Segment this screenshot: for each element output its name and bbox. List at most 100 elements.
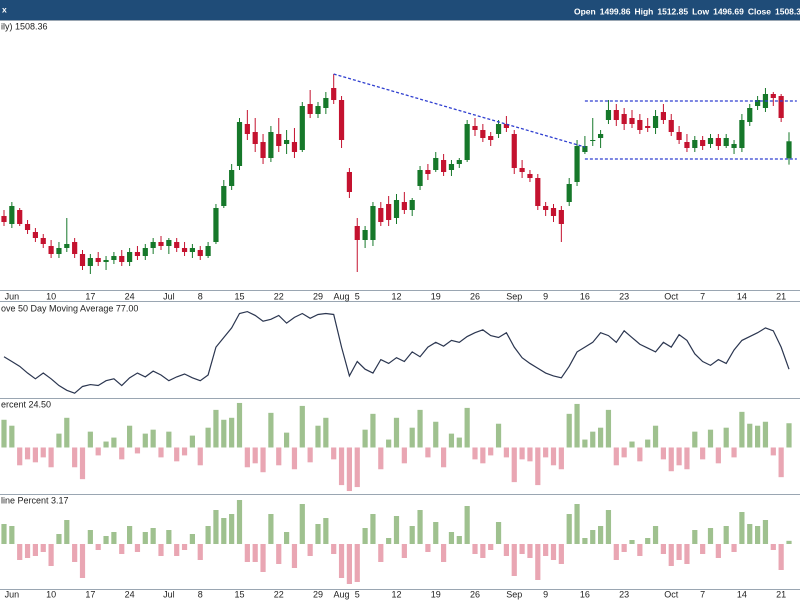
bar xyxy=(213,510,219,544)
bar xyxy=(315,524,321,544)
bar xyxy=(338,447,345,486)
quote-value: 1496.69 xyxy=(713,6,744,16)
bar xyxy=(503,447,509,458)
bar xyxy=(150,429,156,448)
x-tick-label: 8 xyxy=(198,589,203,599)
candle-body xyxy=(519,168,525,172)
bar xyxy=(299,405,305,448)
bar xyxy=(79,544,86,578)
x-tick-label: 21 xyxy=(776,291,786,301)
bar xyxy=(284,432,290,448)
x-tick-label: 19 xyxy=(431,291,441,301)
bar xyxy=(472,447,478,460)
x-tick-label: 23 xyxy=(619,589,629,599)
x-tick-label: Oct xyxy=(664,589,679,599)
panel-title: ove 50 Day Moving Average 77.00 xyxy=(1,303,138,313)
x-tick-label: 15 xyxy=(234,291,244,301)
bar xyxy=(56,433,62,448)
bar xyxy=(331,447,337,460)
candle-body xyxy=(268,132,274,158)
bar xyxy=(1,524,7,544)
bar xyxy=(17,544,23,560)
bar xyxy=(197,447,203,466)
bar xyxy=(79,447,86,480)
bar xyxy=(221,518,227,544)
candle-body xyxy=(707,138,714,144)
bar xyxy=(229,417,235,448)
candle-body xyxy=(590,140,596,141)
bar xyxy=(354,544,360,582)
bar xyxy=(205,427,211,448)
x-tick-label: 19 xyxy=(431,589,441,599)
candle-body xyxy=(197,250,203,256)
candle-body xyxy=(189,248,195,252)
bar xyxy=(715,544,721,558)
candle-body xyxy=(95,258,101,262)
bar xyxy=(441,447,447,468)
bar xyxy=(762,421,769,448)
candle-body xyxy=(543,206,549,210)
bar xyxy=(362,429,368,448)
bar xyxy=(24,447,31,460)
bar xyxy=(221,419,227,448)
x-tick-label: 14 xyxy=(737,291,747,301)
bar xyxy=(17,447,23,466)
bar xyxy=(574,504,580,544)
bar xyxy=(362,528,368,544)
bar xyxy=(684,447,690,470)
candle-body xyxy=(747,108,753,122)
bar xyxy=(244,544,250,562)
bar xyxy=(127,425,133,448)
bar xyxy=(621,447,627,458)
x-tick-label: 12 xyxy=(391,291,401,301)
bar xyxy=(448,532,455,544)
bar xyxy=(205,526,211,544)
candle-body xyxy=(346,172,352,192)
bar xyxy=(370,514,376,544)
bar xyxy=(527,447,533,462)
candle-body xyxy=(236,122,243,166)
candle-body xyxy=(79,254,86,266)
bar xyxy=(660,544,666,554)
bar xyxy=(464,506,470,544)
bar xyxy=(331,544,337,554)
bar xyxy=(755,526,761,544)
quote-label: High xyxy=(634,6,653,16)
candle-body xyxy=(715,138,721,146)
quote-value: 1512.85 xyxy=(657,6,688,16)
candle-body xyxy=(72,242,78,254)
bar xyxy=(409,526,415,544)
x-tick-label: Oct xyxy=(664,291,679,301)
candle-body xyxy=(464,124,470,160)
candle-body xyxy=(354,226,360,240)
candle-body xyxy=(40,238,46,244)
bar xyxy=(95,447,101,456)
candle-body xyxy=(276,134,282,146)
bar xyxy=(707,429,714,448)
panel-title: line Percent 3.17 xyxy=(1,495,69,505)
bar xyxy=(417,510,423,544)
header-bar xyxy=(0,0,800,20)
candle-body xyxy=(32,232,38,238)
bar xyxy=(472,544,478,554)
candle-body xyxy=(370,206,376,240)
x-tick-label: 8 xyxy=(198,291,203,301)
candle-body xyxy=(472,126,478,130)
bar xyxy=(519,447,525,460)
candle-body xyxy=(64,244,70,248)
bar xyxy=(582,538,588,544)
bar xyxy=(386,538,392,544)
candle-body xyxy=(637,120,643,130)
bar xyxy=(480,544,486,558)
quote-label: Open xyxy=(574,6,596,16)
bar xyxy=(511,544,517,576)
x-tick-label: 22 xyxy=(274,291,284,301)
candle-body xyxy=(480,130,486,138)
bar xyxy=(268,514,274,544)
bar xyxy=(786,423,792,448)
bar xyxy=(770,447,776,456)
x-tick-label: Sep xyxy=(506,291,522,301)
bar xyxy=(731,544,737,552)
bar xyxy=(550,544,557,560)
candle-body xyxy=(158,242,164,246)
